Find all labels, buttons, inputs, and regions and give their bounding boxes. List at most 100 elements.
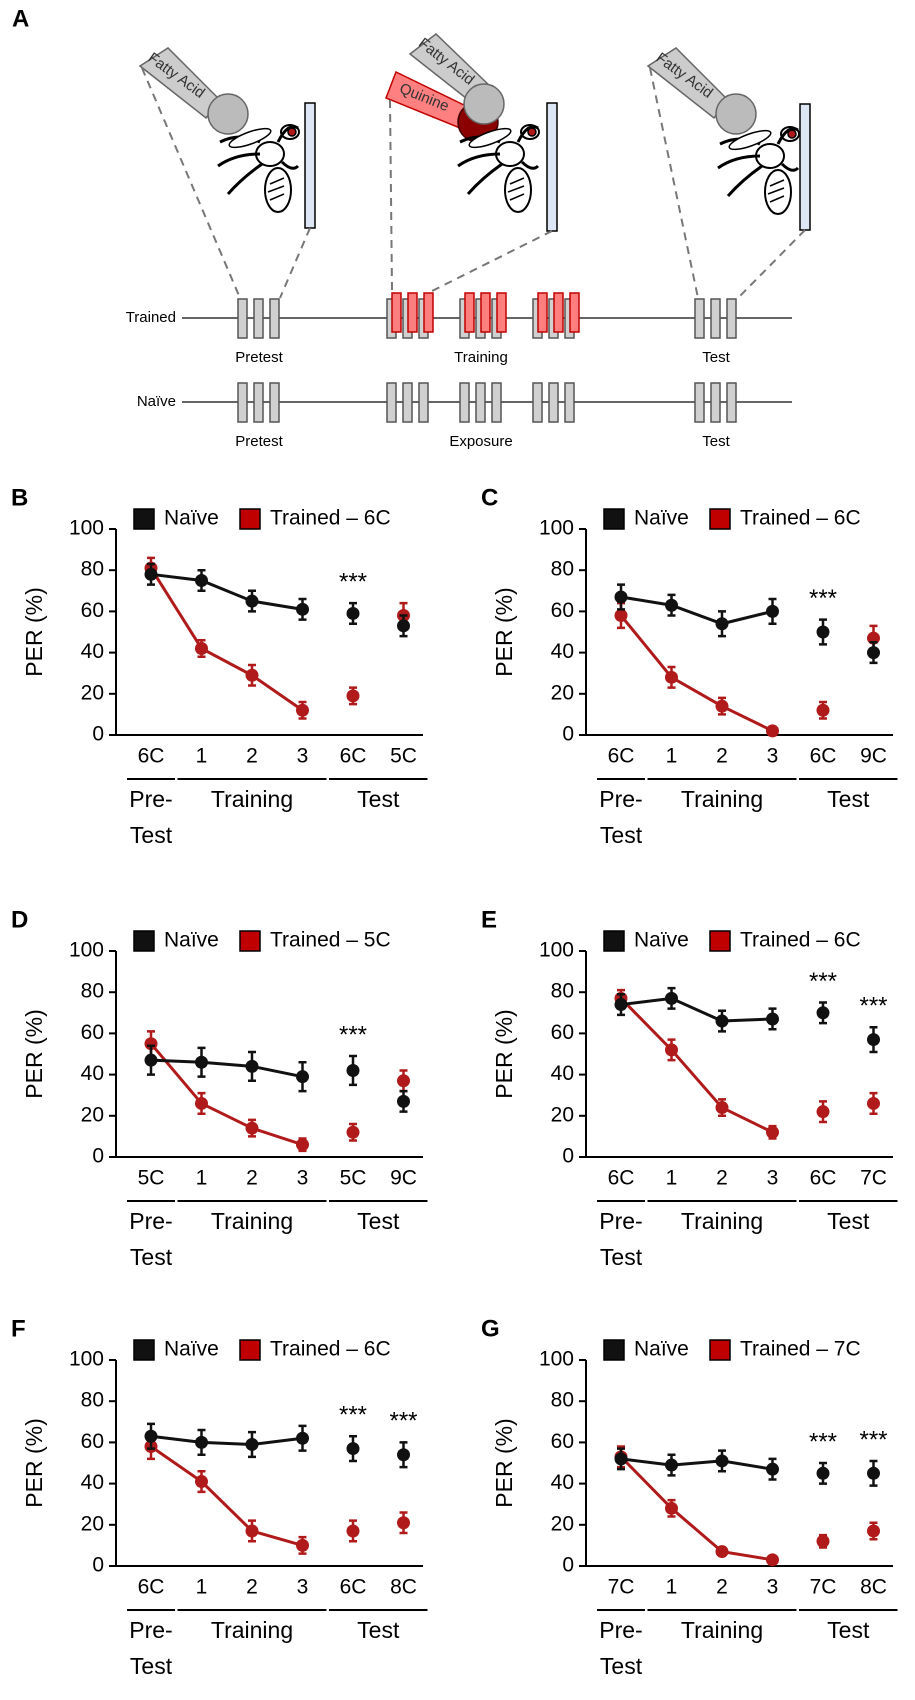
row-label: Trained [126, 309, 176, 326]
chart: C PER (%) 0 20 40 60 80 100 6C Pre- Test 1 2 3Traini… [481, 484, 898, 848]
legend-label: Naïve [164, 929, 219, 952]
data-point [346, 1524, 360, 1538]
data-point [766, 1462, 779, 1476]
x-tick-label: 2 [246, 1576, 258, 1599]
group-label: Pre- Test [599, 1208, 643, 1270]
series-line [150, 1058, 303, 1079]
group-label-box: Test [357, 1208, 400, 1234]
data-point [296, 1138, 309, 1152]
data-point [766, 604, 779, 618]
data-point [346, 689, 360, 703]
data-point [195, 1435, 208, 1449]
data-point [715, 1014, 729, 1028]
data-point [397, 1448, 410, 1462]
data-point [245, 1059, 259, 1073]
y-tick-label: 40 [551, 1471, 574, 1494]
data-point [195, 1096, 208, 1110]
data-point [715, 1101, 729, 1115]
y-tick-label: 40 [81, 640, 104, 663]
legend-swatch [603, 1339, 625, 1361]
stage-label: Training [454, 349, 508, 366]
chart: E PER (%) 0 20 40 60 80 100 6C Pre- Test 1 2 3Traini… [481, 906, 898, 1270]
data-point [614, 998, 628, 1012]
x-tick-label: 8C [860, 1576, 887, 1599]
setup-training: Quinine Fatty Acid [385, 33, 558, 293]
group-label-box: Pre- Test [129, 786, 173, 848]
y-axis-label: PER (%) [21, 587, 47, 676]
data-point [867, 1033, 880, 1047]
series-line [150, 572, 303, 611]
y-tick-label: 100 [539, 517, 574, 540]
data-point [715, 699, 729, 713]
panel-label: A [12, 5, 29, 32]
series-line [619, 1455, 773, 1562]
y-tick-label: 0 [92, 723, 104, 746]
data-point [715, 617, 729, 631]
data-point [816, 1466, 830, 1480]
data-point [195, 641, 208, 655]
y-axis-label: PER (%) [491, 1418, 517, 1507]
y-tick-label: 0 [562, 723, 574, 746]
y-tick-label: 80 [551, 980, 574, 1003]
data-point [816, 1534, 830, 1548]
legend-swatch [133, 1339, 155, 1361]
x-tick-label: 7C [860, 1167, 887, 1190]
data-point [867, 1096, 880, 1110]
data-point [665, 598, 678, 612]
data-point [816, 1105, 830, 1119]
legend-label: Trained – 6C [270, 507, 391, 530]
y-tick-label: 0 [562, 1554, 574, 1577]
group-label: Pre- Test [129, 786, 173, 848]
y-tick-label: 60 [551, 599, 574, 622]
data-point [665, 1458, 678, 1472]
group-label-box: Pre- Test [129, 1617, 172, 1679]
data-point [397, 619, 410, 633]
legend-label: Trained – 6C [740, 507, 861, 530]
series-line [149, 1042, 303, 1147]
data-point [397, 1094, 410, 1108]
data-point [195, 1055, 208, 1069]
y-tick-label: 80 [551, 558, 574, 581]
group-label-box: Training [681, 1208, 763, 1234]
chart: D PER (%) 0 20 40 60 80 100 5C Pre- Test 1 2 3Traini… [11, 906, 428, 1270]
legend-swatch [239, 1339, 261, 1361]
y-tick-label: 20 [551, 1512, 574, 1535]
significance: *** [809, 968, 837, 995]
x-tick-label: 3 [297, 1167, 309, 1190]
data-point [245, 1524, 259, 1538]
x-tick-label: 3 [767, 745, 779, 768]
x-tick-label: 7C [810, 1576, 837, 1599]
group-label: Training [210, 1617, 294, 1643]
x-tick-label: 6C [608, 1167, 635, 1190]
legend-label: Trained – 7C [740, 1338, 861, 1361]
group-label: Test [357, 1208, 400, 1234]
x-tick-label: 6C [810, 1167, 837, 1190]
data-point [296, 1538, 309, 1552]
group-label-box: Training [681, 1617, 763, 1643]
x-tick-label: 2 [716, 745, 728, 768]
data-point [614, 609, 628, 623]
series-line [619, 997, 774, 1134]
setup-pretest: Fatty Acid [138, 47, 316, 299]
group-label: Pre- Test [599, 786, 643, 848]
chart: B PER (%) 0 20 40 60 80 100 6C Pre- Test 1 2 3Traini… [11, 484, 428, 848]
series-line [149, 567, 304, 712]
significance: *** [389, 1408, 417, 1435]
y-axis-label: PER (%) [491, 587, 517, 676]
y-tick-label: 20 [551, 1103, 574, 1126]
group-label-box: Pre- Test [599, 1208, 643, 1270]
legend-label: Naïve [164, 1338, 219, 1361]
y-tick-label: 0 [92, 1145, 104, 1168]
x-tick-label: 1 [666, 1167, 678, 1190]
panel-label: C [481, 484, 498, 511]
panel-label: D [11, 906, 28, 933]
x-tick-label: 2 [246, 1167, 258, 1190]
data-point [346, 1125, 360, 1139]
x-tick-label: 2 [716, 1576, 728, 1599]
panel-label: F [11, 1315, 26, 1342]
data-point [816, 1006, 830, 1020]
x-tick-label: 6C [340, 745, 367, 768]
y-tick-label: 80 [551, 1389, 574, 1412]
y-tick-label: 20 [81, 681, 104, 704]
